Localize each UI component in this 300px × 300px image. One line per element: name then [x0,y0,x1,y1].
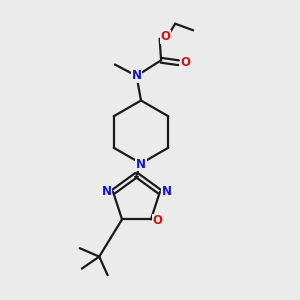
Text: N: N [101,185,112,198]
Text: O: O [153,214,163,227]
Text: O: O [160,30,171,44]
Text: N: N [136,158,146,171]
Text: N: N [161,185,172,198]
Text: O: O [180,56,190,69]
Text: N: N [131,69,142,82]
